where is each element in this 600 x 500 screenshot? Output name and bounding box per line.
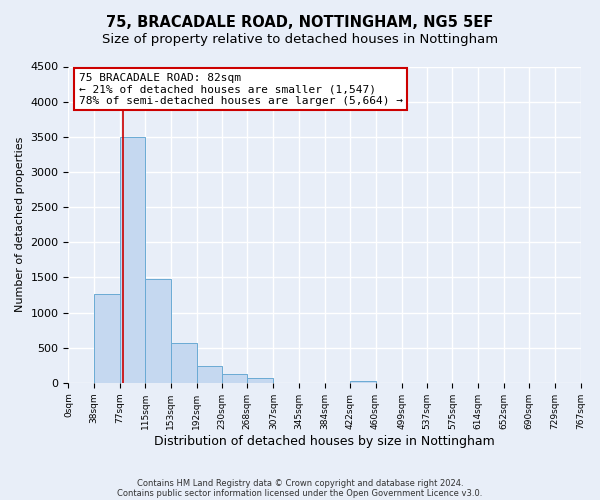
Bar [350, 380, 376, 383]
Bar [170, 343, 197, 383]
Text: Contains public sector information licensed under the Open Government Licence v3: Contains public sector information licen… [118, 488, 482, 498]
Y-axis label: Number of detached properties: Number of detached properties [15, 137, 25, 312]
Bar [222, 374, 247, 383]
Text: 75, BRACADALE ROAD, NOTTINGHAM, NG5 5EF: 75, BRACADALE ROAD, NOTTINGHAM, NG5 5EF [106, 15, 494, 30]
Text: 75 BRACADALE ROAD: 82sqm
← 21% of detached houses are smaller (1,547)
78% of sem: 75 BRACADALE ROAD: 82sqm ← 21% of detach… [79, 73, 403, 106]
Text: Contains HM Land Registry data © Crown copyright and database right 2024.: Contains HM Land Registry data © Crown c… [137, 478, 463, 488]
Text: Size of property relative to detached houses in Nottingham: Size of property relative to detached ho… [102, 32, 498, 46]
Bar [197, 366, 222, 383]
Bar [94, 294, 120, 383]
Bar [247, 378, 274, 383]
Bar [120, 137, 145, 383]
Bar [145, 279, 170, 383]
X-axis label: Distribution of detached houses by size in Nottingham: Distribution of detached houses by size … [154, 434, 495, 448]
